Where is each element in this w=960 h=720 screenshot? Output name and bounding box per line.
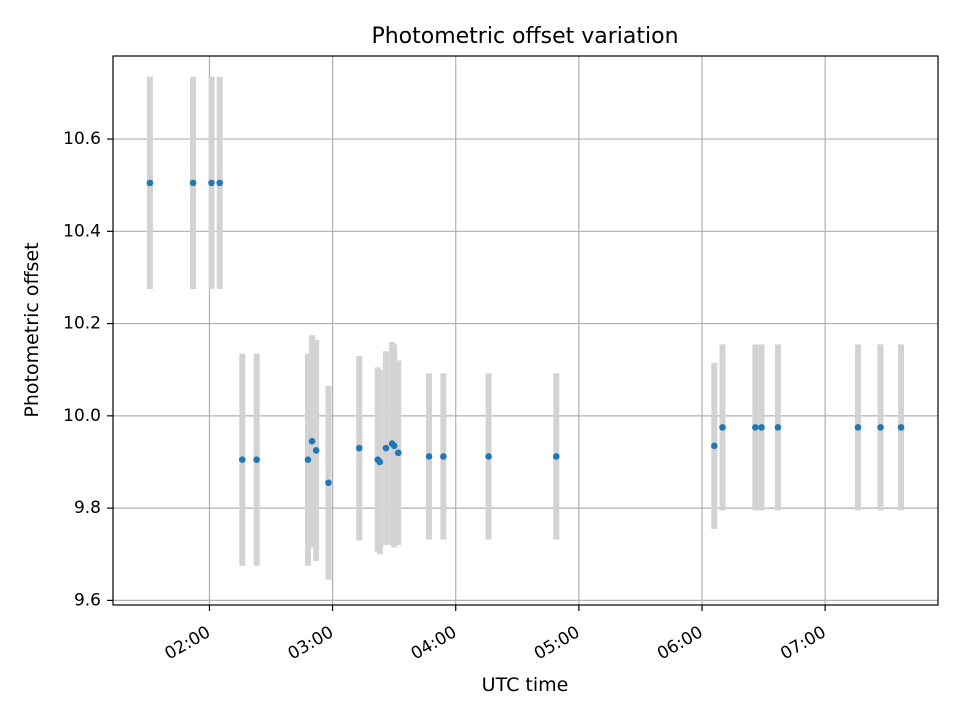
data-point [355, 444, 363, 452]
data-point [394, 449, 402, 457]
data-point [774, 424, 782, 431]
data-point [325, 479, 332, 487]
data-point [382, 444, 390, 452]
data-point [312, 447, 320, 454]
data-point [440, 453, 447, 460]
data-point [897, 424, 905, 431]
data-point [376, 458, 384, 466]
data-point [253, 456, 260, 463]
data-point [146, 179, 154, 187]
error-bars [146, 76, 905, 580]
data-point [711, 442, 718, 450]
data-point [552, 453, 560, 460]
data-point [189, 179, 197, 187]
x-tick-label: 04:00 [408, 622, 460, 664]
y-tick-label: 9.8 [74, 498, 101, 518]
data-point [238, 456, 246, 463]
plot-frame [112, 55, 939, 606]
data-point [208, 179, 215, 187]
x-tick-label: 07:00 [777, 622, 829, 664]
data-point [425, 453, 433, 460]
data-point [304, 456, 312, 463]
x-tick-label: 03:00 [285, 622, 337, 664]
data-point [877, 424, 884, 431]
y-tick-label: 9.6 [74, 590, 101, 610]
y-ticks: 9.6 9.8 10.0 10.2 10.4 10.6 [63, 129, 113, 610]
grid [113, 56, 938, 605]
data-point [758, 424, 765, 431]
data-points [146, 179, 905, 487]
chart-title: Photometric offset variation [371, 24, 678, 49]
y-tick-label: 10.6 [63, 129, 101, 149]
data-point [485, 453, 492, 460]
y-axis-label: Photometric offset [21, 242, 43, 417]
x-axis-label: UTC time [482, 674, 569, 696]
data-point [854, 424, 862, 431]
x-tick-label: 06:00 [654, 622, 706, 664]
x-ticks: 02:00 03:00 04:00 05:00 06:00 07:00 [162, 605, 830, 664]
y-tick-label: 10.0 [63, 406, 101, 426]
x-tick-label: 02:00 [162, 622, 214, 664]
y-tick-label: 10.2 [63, 314, 101, 334]
y-tick-label: 10.4 [63, 221, 101, 241]
data-point [308, 437, 316, 445]
data-point [752, 424, 759, 431]
data-point [390, 442, 398, 450]
data-point [216, 179, 224, 187]
x-tick-label: 05:00 [531, 622, 583, 664]
data-point [719, 424, 726, 431]
